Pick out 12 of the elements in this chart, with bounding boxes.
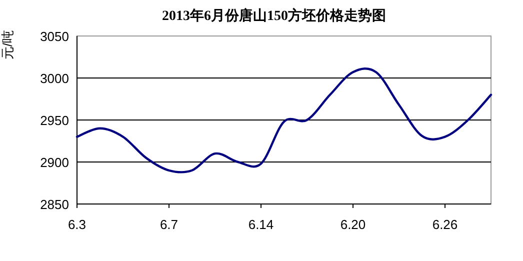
y-tick-label: 2900	[40, 155, 69, 170]
y-tick-label: 3000	[40, 71, 69, 86]
y-tick-label: 3050	[40, 29, 69, 44]
x-tick-label: 6.20	[340, 217, 366, 232]
x-tick-label: 6.26	[432, 217, 458, 232]
x-tick-label: 6.3	[68, 217, 86, 232]
chart-title: 2013年6月份唐山150方坯价格走势图	[162, 7, 386, 24]
y-tick-label: 2850	[40, 197, 69, 212]
x-tick-label: 6.14	[248, 217, 274, 232]
y-tick-label: 2950	[40, 113, 69, 128]
y-axis-title: 元/吨	[0, 30, 15, 60]
x-tick-label: 6.7	[160, 217, 178, 232]
